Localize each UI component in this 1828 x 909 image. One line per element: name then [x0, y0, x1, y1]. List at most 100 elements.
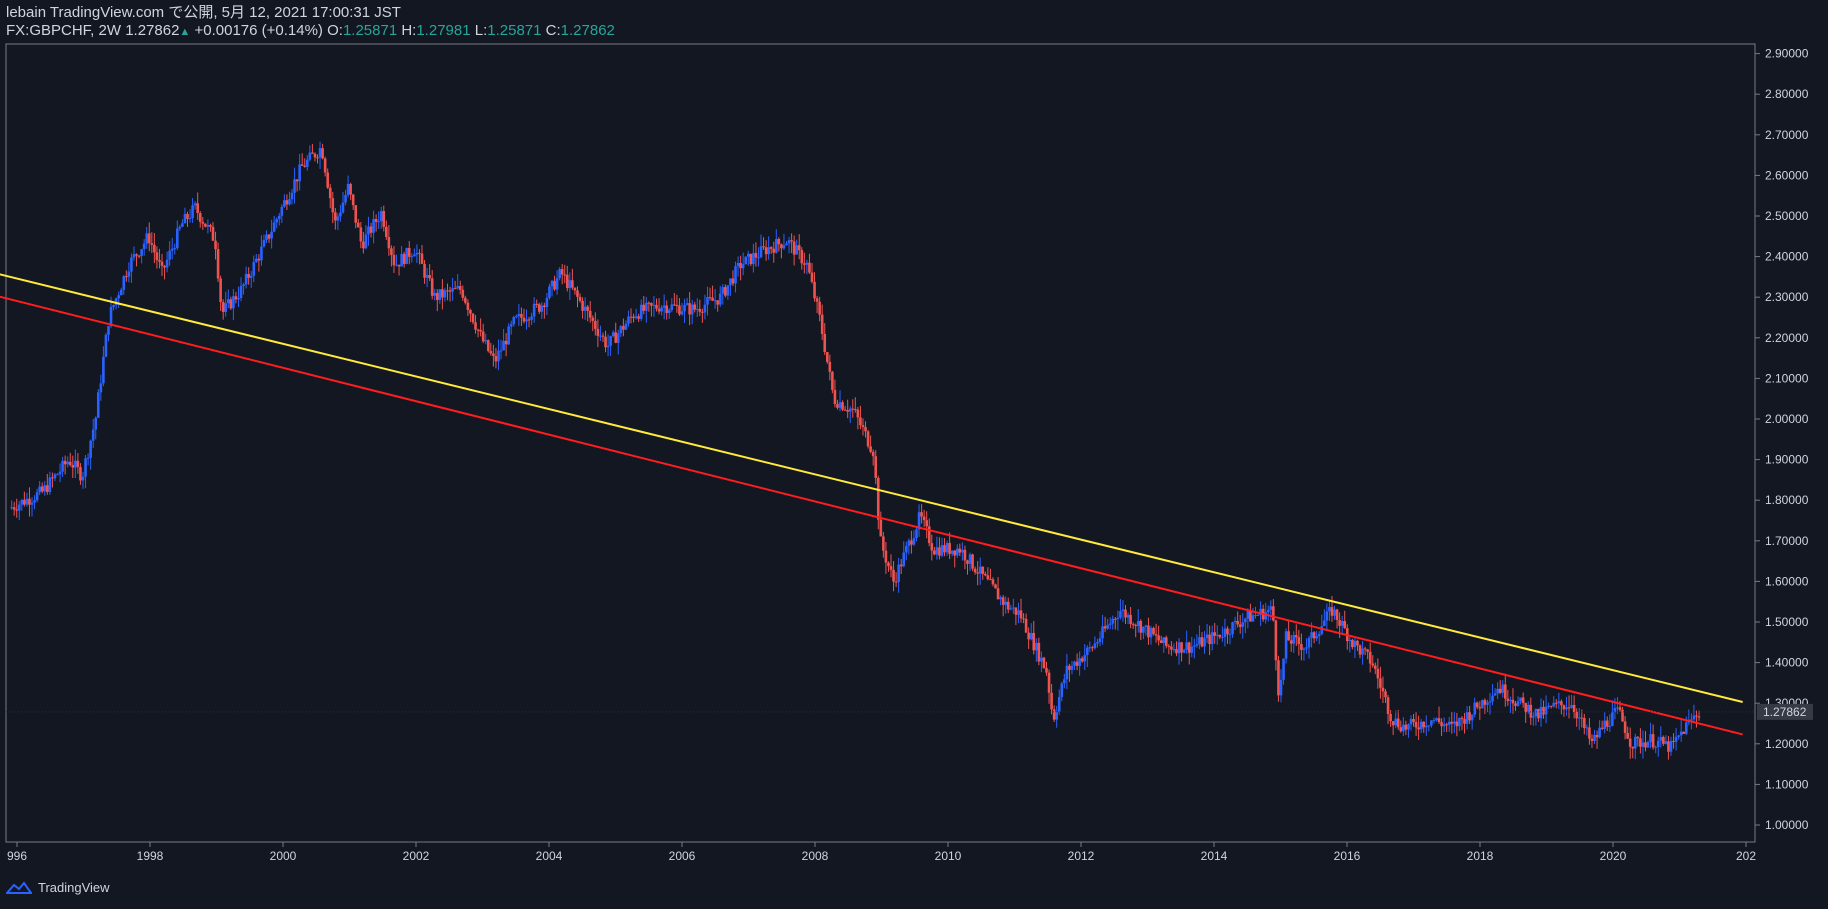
- candle-body: [864, 427, 867, 432]
- candle-body: [560, 269, 564, 275]
- candle-body: [163, 265, 166, 268]
- candle-body: [107, 326, 110, 335]
- candle-body: [196, 203, 199, 213]
- candle-body: [698, 308, 702, 312]
- candle-body: [1228, 634, 1232, 636]
- trendline-group[interactable]: [0, 273, 1743, 736]
- candle-body: [334, 212, 337, 221]
- candle-body: [435, 292, 439, 300]
- candle-body: [680, 311, 684, 315]
- footer-brand[interactable]: TradingView: [6, 880, 110, 895]
- candle-body: [1486, 702, 1489, 705]
- candle-body: [395, 264, 398, 266]
- candle-body: [1414, 721, 1418, 728]
- candle-body: [1210, 632, 1214, 645]
- candle-body: [476, 329, 480, 331]
- candle-body: [1215, 634, 1219, 636]
- candle-body: [112, 305, 115, 307]
- candle-body: [158, 259, 161, 262]
- candle-body: [446, 290, 449, 292]
- candle-body: [420, 253, 424, 264]
- candle-body: [522, 317, 526, 322]
- candle-body: [741, 264, 745, 269]
- x-tick-label: 2016: [1334, 849, 1361, 863]
- candle-body: [632, 316, 635, 318]
- candle-body: [933, 550, 936, 555]
- y-tick-label: 2.00000: [1765, 412, 1809, 426]
- candle-body: [576, 290, 579, 297]
- candle-body: [451, 288, 454, 292]
- candle-body: [1114, 618, 1117, 620]
- candle-body: [260, 246, 263, 261]
- candle-body: [405, 247, 409, 264]
- red-trendline[interactable]: [0, 295, 1743, 736]
- candle-body: [1509, 699, 1512, 702]
- candle-body: [634, 316, 638, 318]
- candle-body: [1450, 721, 1454, 724]
- candle-body: [871, 451, 875, 457]
- candle-body: [443, 290, 447, 298]
- candle-body: [211, 226, 215, 241]
- candle-body: [1047, 672, 1051, 693]
- candle-body: [721, 287, 725, 294]
- yellow-trendline[interactable]: [0, 273, 1743, 703]
- candle-body: [958, 548, 962, 553]
- candle-body: [655, 304, 658, 309]
- candle-body: [879, 519, 883, 537]
- candle-body: [619, 326, 623, 334]
- candle-body: [708, 297, 712, 299]
- candle-body: [981, 566, 985, 574]
- candle-body: [359, 227, 363, 242]
- candle-body: [1238, 624, 1242, 627]
- candle-body: [1057, 697, 1061, 712]
- candle-body: [1185, 642, 1188, 650]
- candle-body: [1317, 634, 1321, 637]
- time-axis[interactable]: 996 1998 2000 2002 2004 2006 2008 2010 2012 2014 2…: [7, 842, 1756, 863]
- candle-body: [15, 509, 19, 511]
- candle-body: [275, 219, 279, 223]
- candle-body: [1060, 683, 1064, 698]
- candle-body: [1139, 621, 1143, 633]
- candle-body: [665, 305, 669, 314]
- tradingview-logo-icon: [6, 880, 32, 894]
- candle-body: [1669, 740, 1673, 752]
- candle-body: [887, 562, 890, 567]
- candle-body: [1320, 626, 1324, 635]
- candle-body: [1374, 665, 1377, 669]
- candle-body: [1488, 701, 1492, 703]
- close-value: 1.27862: [560, 22, 615, 39]
- candle-body: [836, 404, 839, 408]
- candle-body: [369, 226, 373, 233]
- candle-body: [535, 303, 539, 305]
- y-tick-label: 1.80000: [1765, 493, 1809, 507]
- candle-body: [1623, 721, 1627, 733]
- candle-body: [1001, 597, 1005, 605]
- y-tick-label: 1.10000: [1765, 777, 1809, 791]
- y-tick-label: 1.20000: [1765, 737, 1809, 751]
- candle-body: [155, 252, 159, 260]
- candle-body: [525, 319, 528, 322]
- candle-body: [573, 287, 577, 291]
- candle-body: [176, 228, 179, 249]
- candle-body: [594, 320, 597, 329]
- candle-body: [1083, 655, 1087, 662]
- candle-body: [963, 549, 967, 561]
- candle-body: [1544, 706, 1548, 715]
- candle-body: [168, 250, 171, 260]
- x-tick-label: 202: [1736, 849, 1756, 863]
- candle-body: [820, 314, 824, 334]
- candle-body: [1577, 717, 1581, 719]
- candle-body: [209, 224, 212, 227]
- candle-body: [769, 247, 773, 249]
- candle-body: [999, 597, 1002, 600]
- candle-body: [846, 410, 849, 412]
- candle-body: [1256, 614, 1260, 616]
- x-tick-label: 1998: [137, 849, 164, 863]
- candle-body: [1052, 709, 1056, 720]
- candle-body: [1575, 711, 1578, 719]
- candle-body: [84, 458, 87, 477]
- candle-body: [1249, 611, 1252, 622]
- candle-body: [1098, 638, 1102, 643]
- candle-body: [749, 253, 753, 265]
